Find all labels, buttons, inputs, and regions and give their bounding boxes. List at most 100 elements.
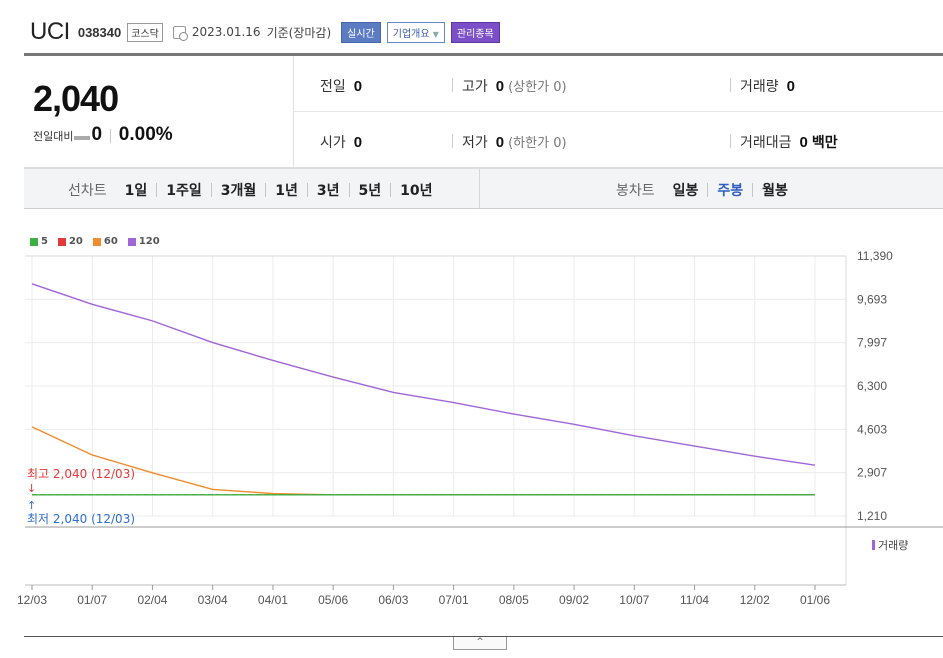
legend-swatch [92, 237, 101, 246]
y-tick-label: 1,210 [857, 509, 887, 523]
cell-divider [730, 78, 731, 92]
prev-close-value: 0 [353, 78, 363, 95]
period-5y[interactable]: 5년 [358, 183, 382, 199]
legend-label: 60 [103, 236, 118, 247]
quote-grid: 전일 0 고가 0 (상한가 0) 거래량 0 시가 0 저가 0 (하한가 0… [294, 56, 943, 168]
high-price: 고가 0 (상한가 0) [462, 76, 567, 96]
period-1w[interactable]: 1주일 [166, 183, 202, 199]
amount-unit: 백만 [811, 135, 838, 151]
period-separator [265, 183, 267, 197]
down-arrow-icon: ↓ [27, 482, 36, 495]
amount-value: 0 [799, 134, 808, 151]
x-tick-label: 04/01 [258, 593, 288, 607]
flat-change-icon [74, 136, 91, 140]
candle-monthly[interactable]: 월봉 [762, 183, 788, 199]
volume: 거래량 0 [740, 76, 795, 96]
period-1y[interactable]: 1년 [275, 183, 298, 199]
volume-label: 거래량 [740, 79, 779, 95]
candle-daily[interactable]: 일봉 [672, 183, 699, 199]
prev-close: 전일 0 [320, 76, 362, 96]
legend-item-5: 5 [30, 236, 48, 247]
trade-amount: 거래대금 0 백만 [740, 132, 838, 152]
period-3y[interactable]: 3년 [316, 183, 340, 199]
x-tick-label: 08/05 [499, 593, 529, 607]
change-percent: 0.00% [118, 124, 173, 145]
volume-legend-swatch [872, 540, 875, 550]
line-chart-title: 선차트 [68, 183, 107, 199]
period-separator [752, 183, 754, 197]
low-value: 0 [495, 134, 505, 151]
y-tick-label: 11,390 [857, 249, 893, 263]
period-separator [210, 183, 212, 197]
low-price: 저가 0 (하한가 0) [462, 132, 567, 152]
company-overview-label: 기업개요 [392, 28, 430, 40]
change-value: 0 [91, 124, 103, 145]
legend-label: 120 [138, 236, 160, 247]
collapse-toggle-button[interactable]: ^ [453, 637, 507, 650]
change-label: 전일대비 [33, 130, 74, 143]
low-annotation: 최저 2,040 (12/03) [27, 512, 135, 526]
quote-panel: 2,040 전일대비 0 | 0.00% 전일 0 고가 0 (상한가 0) 거… [24, 56, 943, 168]
x-tick-label: 07/01 [439, 593, 469, 607]
legend-item-20: 20 [57, 236, 83, 247]
period-separator [156, 183, 158, 197]
high-annotation: 최고 2,040 (12/03) [27, 467, 135, 481]
up-arrow-icon: ↑ [27, 499, 36, 512]
managed-stock-badge[interactable]: 관리종목 [450, 21, 500, 43]
y-tick-label: 7,997 [857, 336, 887, 350]
x-tick-label: 11/04 [680, 593, 709, 607]
x-tick-label: 01/06 [800, 593, 830, 607]
candle-weekly[interactable]: 주봉 [717, 183, 744, 199]
cell-divider [452, 78, 453, 92]
stock-name: UCI [30, 18, 70, 45]
stock-code: 038340 [77, 24, 122, 40]
x-tick-label: 09/02 [559, 593, 589, 607]
y-tick-label: 9,693 [857, 292, 887, 306]
period-3m[interactable]: 3개월 [220, 183, 257, 199]
change-row: 전일대비 0 | 0.00% [33, 124, 173, 146]
x-tick-label: 02/04 [137, 593, 167, 607]
low-label: 저가 [462, 135, 488, 151]
high-label: 고가 [462, 79, 488, 95]
volume-legend-label: 거래량 [878, 539, 908, 552]
change-separator: | [108, 128, 113, 144]
calendar-clock-icon [172, 25, 188, 41]
legend-label: 20 [68, 236, 83, 247]
period-separator [707, 183, 709, 197]
open-value: 0 [353, 134, 363, 151]
quote-row-divider [294, 111, 943, 112]
market-badge: 코스닥 [127, 22, 163, 42]
period-separator [348, 183, 350, 197]
quote-date: 2023.01.16 [191, 25, 261, 39]
top-divider [24, 53, 943, 56]
high-value: 0 [495, 78, 505, 95]
candle-chart-title: 봉차트 [616, 183, 655, 199]
legend-item-60: 60 [92, 236, 118, 247]
x-tick-label: 03/04 [198, 593, 228, 607]
legend-swatch [30, 237, 38, 246]
quote-basis: 기준(장마감) [266, 25, 332, 40]
legend-item-120: 120 [127, 236, 160, 247]
y-tick-label: 6,300 [857, 379, 887, 393]
candle-chart-periods: 봉차트 일봉 주봉 월봉 [616, 180, 788, 200]
line-chart-periods: 선차트 1일 1주일 3개월 1년 3년 5년 10년 [68, 180, 433, 200]
series-line-120 [31, 283, 816, 466]
y-tick-label: 2,907 [857, 466, 887, 480]
lower-limit: (하한가 0) [508, 136, 567, 151]
realtime-button[interactable]: 실시간 [341, 21, 381, 43]
x-tick-label: 01/07 [77, 593, 107, 607]
company-overview-button[interactable]: 기업개요 ▼ [386, 21, 445, 43]
legend-swatch [57, 237, 66, 246]
upper-limit: (상한가 0) [508, 80, 567, 95]
current-price: 2,040 [33, 78, 119, 119]
chart-legend: 5 20 60 120 [30, 236, 160, 247]
period-bar-divider [479, 169, 480, 209]
period-separator [390, 183, 392, 197]
x-tick-label: 05/06 [318, 593, 348, 607]
bottom-divider [24, 636, 943, 637]
period-1d[interactable]: 1일 [124, 183, 148, 199]
period-10y[interactable]: 10년 [400, 183, 433, 199]
period-separator [306, 183, 308, 197]
y-tick-label: 4,603 [857, 422, 887, 436]
x-tick-label: 06/03 [378, 593, 408, 607]
